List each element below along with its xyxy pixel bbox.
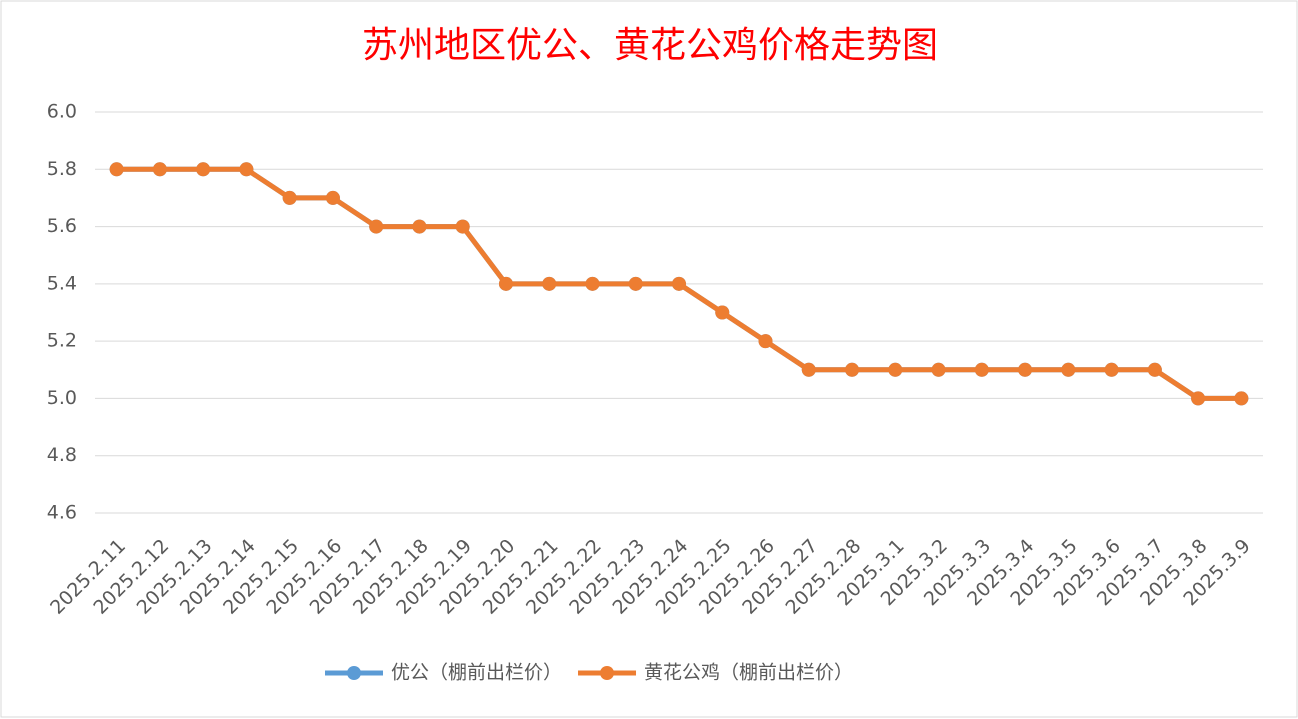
point [974,362,989,377]
point [1234,391,1249,406]
y-tick-label: 5.6 [47,215,77,237]
legend-label: 黄花公鸡（棚前出栏价） [644,662,853,684]
point [758,334,773,349]
point [888,362,903,377]
y-tick-label: 4.8 [47,444,77,466]
chart-title: 苏州地区优公、黄花公鸡价格走势图 [362,25,938,66]
point [585,276,600,291]
point [931,362,946,377]
point [239,162,254,177]
point [455,219,470,234]
point [542,276,557,291]
point [628,276,643,291]
point [1061,362,1076,377]
point [1018,362,1033,377]
point [672,276,686,291]
point [282,190,297,205]
point [412,219,427,234]
legend-marker [347,666,361,680]
point [1147,362,1162,377]
point [196,162,211,177]
y-tick-label: 5.0 [47,387,77,409]
y-tick-label: 5.4 [47,272,77,294]
point [498,276,513,291]
y-tick-label: 6.0 [47,101,77,123]
point [109,162,124,177]
point [369,219,384,234]
point [152,162,167,177]
point [1191,391,1206,406]
legend-marker [600,666,615,680]
y-tick-label: 5.8 [47,158,77,180]
point [1104,362,1119,377]
legend-label: 优公（棚前出栏价） [391,662,562,684]
point [325,190,340,205]
point [801,362,816,377]
point [715,305,730,320]
y-tick-label: 5.2 [47,330,77,352]
y-tick-label: 4.6 [47,502,77,524]
point [845,362,860,377]
